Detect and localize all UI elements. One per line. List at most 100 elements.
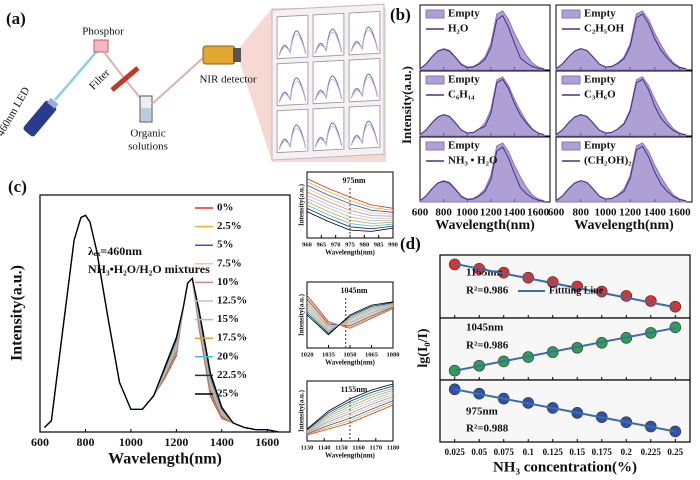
x-axis-label: Wavelength(nm) (325, 249, 375, 257)
x-axis-label: Wavelength(nm) (325, 452, 375, 460)
y-axis-label: Intensity(a.u.) (9, 265, 26, 361)
setup-diagram: (a) Phosphor 460nm LED Filter Organic so… (0, 3, 386, 162)
spectrum-line (306, 385, 394, 430)
legend-swatch (561, 9, 581, 19)
spectrum-line (306, 300, 394, 327)
legend-swatch (425, 9, 445, 19)
spectrum-line (419, 78, 545, 136)
annotation: 1155nm (466, 267, 503, 279)
spectrum-line (306, 389, 394, 432)
x-tick-label: 800 (572, 207, 589, 219)
spectrum-line (306, 181, 394, 211)
x-axis-label: NH₃ concentration(%) (493, 459, 637, 475)
x-tick-label: 0.025 (445, 447, 466, 457)
x-tick-label: 990 (388, 241, 398, 248)
legend-label: Empty (584, 74, 616, 86)
x-tick-label: 1400 (504, 207, 527, 219)
x-tick-label: 1000 (594, 207, 617, 219)
x-tick-label: 1020 (301, 351, 314, 358)
y-axis-label: Intensity(a.u.) (399, 66, 414, 144)
spectrum-line (419, 146, 545, 202)
fit-line (454, 326, 676, 372)
x-tick-label: 1200 (164, 435, 188, 449)
filter (110, 66, 140, 92)
panel-label: (b) (390, 5, 411, 24)
spectrum-line (306, 404, 394, 436)
spectrum-line (306, 302, 394, 328)
legend-label: 7.5% (217, 257, 242, 269)
led-beam (54, 49, 99, 101)
fit-line (454, 388, 676, 433)
spectrum-line (306, 387, 394, 431)
panel-label: (a) (6, 9, 26, 28)
legend-label: 20% (217, 350, 239, 362)
legend-label: 22.5% (217, 369, 247, 381)
spectrum-line (555, 13, 686, 70)
legend-label: 5% (217, 239, 234, 251)
annotation: λₑₓ=460nm (88, 244, 142, 258)
spectrum-line (44, 214, 279, 433)
y-axis-label: Intensity(a.u.) (298, 389, 306, 432)
spectrum-line (306, 396, 394, 433)
spectrum-line (44, 214, 279, 433)
legend-label: C₆H₁₄ (448, 89, 475, 101)
spectrum-line (306, 207, 394, 230)
spectrum-line (306, 303, 394, 332)
spectrum-line (44, 214, 279, 433)
y-axis-label: Intensity(a.u.) (298, 293, 306, 336)
spectrum-line (306, 394, 394, 433)
legend-label: 10% (217, 276, 239, 288)
plot-frame (39, 194, 291, 433)
legend-label: 0% (217, 202, 234, 214)
x-tick-label: 1000 (456, 207, 479, 219)
detector-label: NIR detector (199, 74, 256, 86)
spectrum-line (306, 211, 394, 232)
spectrum-line (306, 302, 394, 335)
spectrum-line (306, 188, 394, 215)
panel-label: (d) (400, 234, 421, 253)
legend-swatch (425, 75, 445, 85)
spectrum-line (306, 400, 394, 435)
legend-swatch (561, 75, 581, 85)
x-tick-label: 975 (345, 241, 356, 248)
spectrum-line (306, 392, 394, 432)
spectrum-line (306, 198, 394, 222)
spectrum-line (306, 383, 394, 430)
annotation: R²=0.986 (466, 285, 509, 297)
x-tick-label: 970 (331, 241, 341, 248)
legend-swatch (561, 141, 581, 151)
x-tick-label: 1600 (669, 207, 692, 219)
x-axis-label: Wavelength(nm) (435, 218, 535, 233)
x-tick-label: 985 (374, 241, 385, 248)
x-tick-label: 1160 (352, 444, 365, 451)
x-tick-label: 1170 (369, 444, 382, 451)
spectrum-line (44, 214, 279, 433)
x-tick-label: 1140 (318, 444, 331, 451)
solutions-label: Organic (130, 128, 165, 140)
annotation: 1045nm (466, 322, 503, 334)
legend-label: H₂O (448, 23, 469, 35)
spectrum-line (306, 304, 394, 330)
spectrum-line (44, 214, 279, 433)
x-tick-label: 980 (359, 241, 369, 248)
x-tick-label: 1065 (365, 351, 379, 358)
spectrum-line (306, 302, 394, 333)
nir-detector (202, 45, 236, 65)
x-tick-label: 800 (435, 207, 452, 219)
legend-label: (CH₂OH)₂ (584, 155, 632, 167)
annotation: 1155nm (341, 385, 368, 394)
phosphor-label: Phosphor (82, 26, 124, 38)
x-tick-label: 0.15 (569, 447, 585, 457)
spectrum-line (419, 14, 545, 70)
detector-lens (233, 48, 241, 62)
annotation: NH₃•H₂O/H₂O mixtures (88, 262, 210, 276)
spectrum-line (306, 194, 393, 219)
led (23, 97, 59, 137)
annotation: 1045nm (340, 286, 367, 295)
x-tick-label: 1130 (301, 444, 314, 451)
spectrum-line (306, 298, 394, 327)
x-tick-label: 0.225 (641, 447, 662, 457)
x-tick-label: 1200 (619, 207, 642, 219)
panel-label: (c) (8, 177, 27, 196)
